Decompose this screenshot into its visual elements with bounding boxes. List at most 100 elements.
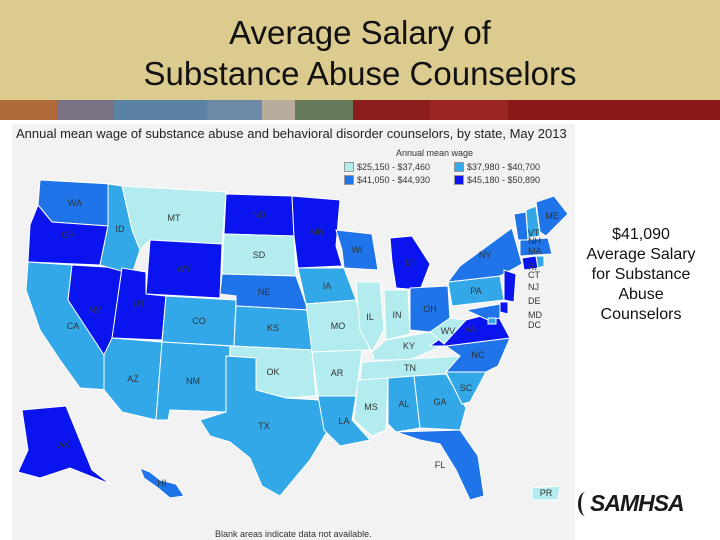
title-line-1: Average Salary of: [229, 14, 491, 51]
state-label: MN: [310, 227, 324, 237]
state-DE: [499, 301, 509, 315]
legend-label: $45,180 - $50,890: [467, 175, 541, 185]
state-label: OK: [266, 367, 279, 377]
state-label: NC: [472, 350, 485, 360]
title-line-2: Substance Abuse Counselors: [143, 55, 577, 92]
state-label: SC: [460, 383, 473, 393]
state-label: LA: [338, 416, 349, 426]
state-NY: [446, 227, 523, 283]
legend-label: $41,050 - $44,930: [357, 175, 431, 185]
stripe: [0, 100, 58, 120]
state-label: MS: [364, 402, 378, 412]
side-amount: $41,090: [612, 226, 670, 243]
state-label: UT: [133, 299, 145, 309]
state-label: NV: [89, 305, 102, 315]
state-label: PA: [470, 286, 481, 296]
state-PR: [531, 485, 561, 501]
state-label: DC: [528, 320, 541, 330]
state-label: DE: [528, 296, 541, 306]
state-label: NM: [186, 376, 200, 386]
legend-label: $37,980 - $40,700: [467, 162, 541, 172]
samhsa-swoosh-icon: [578, 492, 593, 516]
legend-item: $45,180 - $50,890: [454, 175, 540, 185]
side-line-4: Abuse: [618, 286, 664, 303]
state-label: MO: [331, 321, 346, 331]
side-caption: $41,090 Average Salary for Substance Abu…: [580, 225, 702, 325]
state-label: MA: [528, 246, 542, 256]
samhsa-logo: SAMHSA: [590, 490, 685, 516]
state-label: CA: [67, 321, 80, 331]
side-line-5: Counselors: [600, 306, 682, 323]
legend-item: $41,050 - $44,930: [344, 175, 430, 185]
legend-item: $25,150 - $37,460: [344, 162, 430, 172]
state-TX: [199, 355, 329, 497]
state-AK: [17, 405, 111, 485]
state-label: PR: [540, 488, 553, 498]
legend-swatch: [454, 175, 464, 185]
state-label: IN: [393, 310, 402, 320]
side-line-2: Average Salary: [586, 246, 696, 263]
stripe: [430, 100, 508, 120]
stripe: [295, 100, 353, 120]
state-IN: [383, 289, 411, 341]
state-label: VA: [464, 324, 475, 334]
state-label: AZ: [127, 374, 139, 384]
state-WI: [335, 229, 379, 271]
legend-item: $37,980 - $40,700: [454, 162, 540, 172]
state-label: AL: [398, 399, 409, 409]
stripe: [352, 100, 431, 120]
state-label: CO: [192, 316, 206, 326]
state-label: MI: [405, 258, 415, 268]
state-RI: [535, 255, 545, 269]
state-label: NY: [479, 250, 492, 260]
state-label: WA: [68, 198, 82, 208]
side-line-3: for Substance: [591, 266, 691, 283]
state-label: TX: [258, 421, 270, 431]
state-AL: [387, 375, 421, 433]
decorative-stripes: [0, 100, 720, 120]
state-label: RI: [528, 262, 537, 272]
state-label: OR: [61, 230, 75, 240]
state-MS: [353, 377, 389, 437]
state-label: OH: [423, 304, 437, 314]
state-label: WV: [441, 326, 456, 336]
state-GA: [413, 373, 467, 431]
stripe: [114, 100, 207, 120]
state-FL: [395, 429, 485, 501]
state-label: WI: [352, 245, 363, 255]
state-label: TN: [404, 363, 416, 373]
slide-title: Average Salary of Substance Abuse Counse…: [0, 12, 720, 94]
state-label: GA: [433, 397, 446, 407]
stripe: [57, 100, 115, 120]
state-label: FL: [435, 460, 446, 470]
state-label: AK: [58, 440, 70, 450]
state-label: VT: [528, 228, 540, 238]
state-label: IA: [323, 281, 332, 291]
state-WV: [429, 317, 468, 345]
title-bar: [0, 0, 720, 100]
state-MA: [519, 237, 553, 257]
state-VT: [513, 211, 529, 241]
state-label: KS: [267, 323, 279, 333]
state-MO: [305, 299, 371, 353]
map-footnote: Blank areas indicate data not available.: [215, 529, 372, 539]
state-label: AR: [331, 368, 344, 378]
state-NH: [525, 205, 541, 239]
legend-swatch: [344, 175, 354, 185]
state-label: SD: [253, 250, 266, 260]
state-MN: [291, 195, 343, 269]
state-label: KY: [403, 341, 415, 351]
state-label: ND: [253, 210, 266, 220]
stripe: [262, 100, 296, 120]
state-MD: [464, 303, 501, 321]
state-label: MD: [528, 310, 542, 320]
state-NJ: [503, 269, 517, 303]
state-label: WY: [177, 264, 192, 274]
legend-label: $25,150 - $37,460: [357, 162, 431, 172]
state-label: IL: [366, 312, 374, 322]
state-label: ID: [116, 224, 126, 234]
legend-swatch: [454, 162, 464, 172]
legend-swatch: [344, 162, 354, 172]
state-label: HI: [158, 478, 167, 488]
